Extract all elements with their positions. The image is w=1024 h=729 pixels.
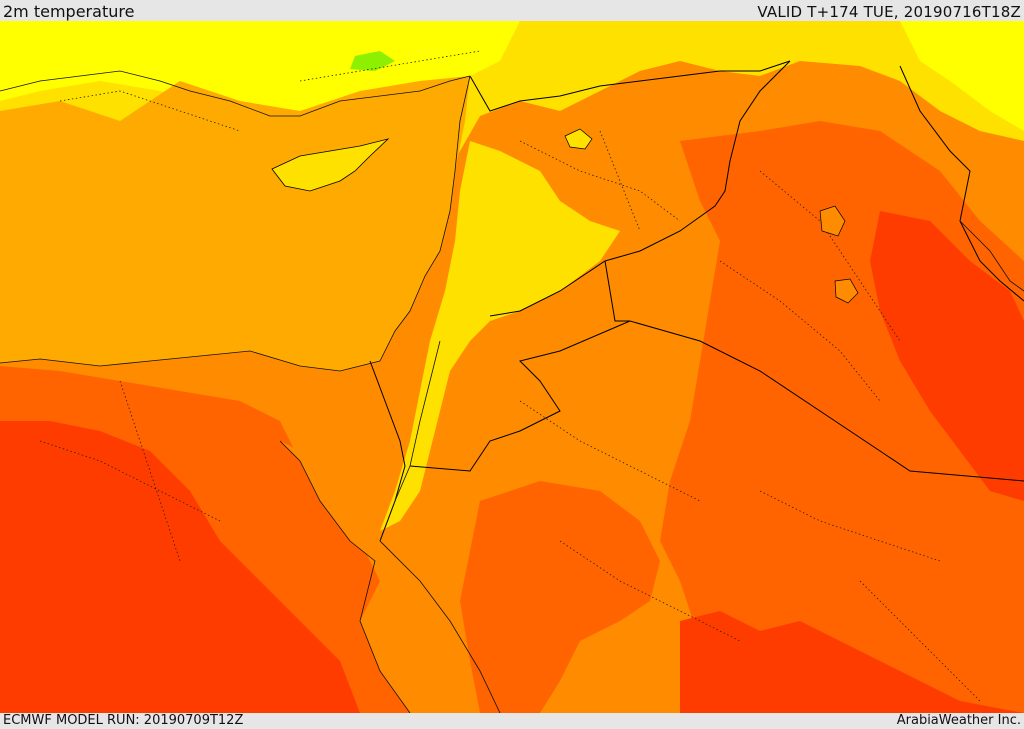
coast-red-sea-west [279, 440, 411, 713]
province-egypt-1 [39, 440, 221, 522]
temperature-zone-northeast-pale [900, 21, 1024, 131]
model-run-label: ECMWF MODEL RUN: 20190709T12Z [3, 713, 244, 728]
coast-turkey [0, 70, 471, 117]
red-sea [280, 441, 440, 713]
temperature-zone-egypt-red [0, 421, 360, 713]
coast-red-sea-east [379, 540, 501, 713]
credit-label: ArabiaWeather Inc. [896, 713, 1021, 728]
temperature-zone-green-spot [350, 51, 395, 71]
province-iraq-2 [719, 260, 881, 402]
coast-gulf-aqaba [379, 340, 441, 542]
province-borders [39, 50, 981, 702]
valid-time-label: VALID T+174 TUE, 20190716T18Z [757, 3, 1021, 21]
border-iraq-iran [899, 65, 1024, 302]
province-turkey-1 [59, 90, 241, 132]
levant-cool-strip [380, 141, 620, 531]
border-jordan-saudi [409, 260, 631, 472]
temperature-map [0, 21, 1024, 713]
footer-bar: ECMWF MODEL RUN: 20190709T12Z ArabiaWeat… [0, 713, 1024, 729]
province-saudi-4 [859, 580, 981, 702]
cyprus-island [271, 138, 390, 192]
province-turkey-2 [299, 50, 481, 82]
variable-title: 2m temperature [3, 2, 135, 21]
lake-assad [564, 128, 593, 150]
border-turkey-syria [469, 60, 791, 112]
coast-egypt-north [0, 350, 381, 372]
temperature-zone-south-red [680, 611, 1024, 713]
temperature-zone-iraq-red [870, 211, 1024, 501]
border-syria-iraq [489, 60, 791, 317]
title-bar: 2m temperature VALID T+174 TUE, 20190716… [0, 0, 1024, 21]
lake-tharthar [819, 205, 846, 237]
temperature-zone-saudi-dark [460, 481, 660, 713]
province-saudi-2 [559, 540, 741, 642]
province-saudi-1 [519, 400, 701, 502]
coast-persian-gulf [959, 220, 1024, 292]
lake-razazza [834, 278, 859, 304]
coastlines [0, 70, 1024, 713]
coast-levant [379, 75, 471, 362]
border-iraq-saudi [629, 320, 1024, 482]
